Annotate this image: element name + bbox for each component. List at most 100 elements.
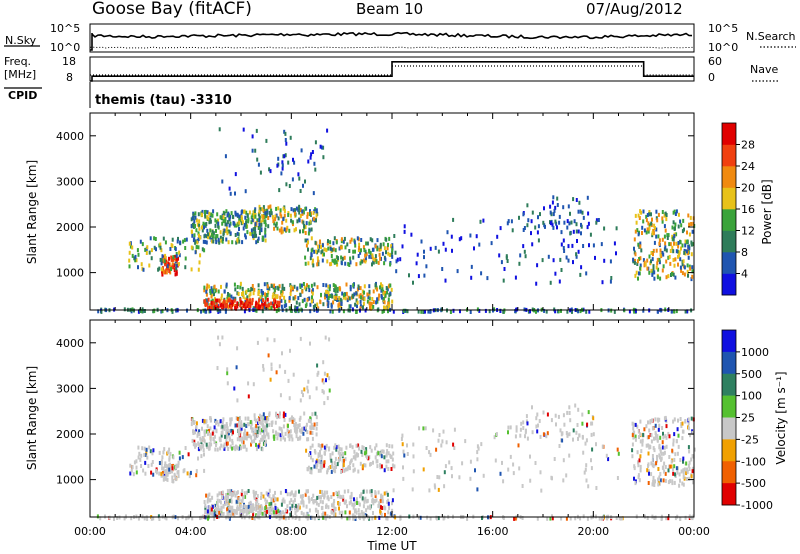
- echo-cell: [687, 421, 690, 426]
- echo-cell: [353, 292, 356, 297]
- echo-cell: [657, 427, 660, 432]
- echo-cell: [566, 225, 569, 230]
- echo-cell: [587, 484, 590, 489]
- echo-cell: [190, 422, 193, 427]
- echo-cell: [673, 457, 676, 462]
- echo-cell: [574, 516, 577, 521]
- echo-cell: [327, 293, 330, 298]
- echo-cell: [687, 273, 689, 278]
- echo-cell: [524, 434, 526, 439]
- echo-cell: [393, 234, 396, 238]
- echo-cell: [303, 426, 306, 431]
- echo-cell: [161, 269, 164, 274]
- echo-cell: [165, 516, 168, 521]
- echo-cell: [322, 302, 325, 307]
- echo-cell: [450, 466, 453, 471]
- echo-cell: [681, 271, 684, 276]
- echo-cell: [216, 420, 219, 424]
- echo-cell: [288, 437, 291, 442]
- echo-cell: [256, 433, 259, 438]
- echo-cell: [567, 244, 570, 249]
- echo-cell: [326, 490, 329, 495]
- echo-cell: [163, 259, 166, 264]
- echo-cell: [675, 439, 678, 444]
- echo-cell: [282, 497, 285, 502]
- echo-cell: [365, 499, 368, 504]
- echo-cell: [595, 218, 598, 223]
- echo-cell: [249, 420, 252, 425]
- echo-cell: [282, 217, 285, 222]
- echo-cell: [577, 436, 579, 441]
- colorbar-tick-label: 20: [741, 182, 755, 195]
- echo-cell: [238, 497, 241, 502]
- echo-cell: [222, 304, 225, 309]
- echo-cell: [391, 299, 394, 304]
- echo-cell: [214, 434, 216, 439]
- echo-cell: [247, 422, 250, 427]
- echo-cell: [356, 287, 359, 292]
- echo-cell: [144, 471, 147, 476]
- y-tick-label: 4000: [56, 130, 84, 143]
- echo-cell: [307, 240, 309, 245]
- echo-cell: [293, 228, 296, 233]
- echo-cell: [321, 378, 324, 383]
- echo-cell: [657, 234, 660, 239]
- echo-cell: [251, 284, 254, 288]
- echo-cell: [427, 309, 430, 314]
- echo-cell: [446, 230, 449, 235]
- echo-cell: [222, 512, 225, 516]
- echo-cell: [338, 286, 341, 291]
- echo-cell: [195, 427, 198, 432]
- echo-cell: [634, 437, 637, 442]
- echo-cell: [203, 285, 206, 290]
- echo-cell: [333, 506, 336, 511]
- echo-cell: [352, 294, 355, 299]
- echo-cell: [374, 254, 377, 259]
- echo-cell: [670, 459, 673, 464]
- echo-cell: [560, 242, 563, 247]
- echo-cell: [224, 229, 227, 234]
- echo-cell: [334, 284, 337, 289]
- echo-cell: [336, 462, 339, 467]
- echo-cell: [476, 307, 479, 312]
- echo-cell: [204, 510, 207, 515]
- echo-cell: [265, 419, 268, 424]
- echo-cell: [607, 457, 610, 462]
- echo-cell: [336, 494, 339, 499]
- echo-cell: [402, 308, 405, 313]
- echo-cell: [248, 434, 251, 439]
- echo-cell: [242, 294, 245, 299]
- echo-cell: [646, 258, 649, 263]
- echo-cell: [272, 434, 275, 439]
- echo-cell: [577, 407, 580, 412]
- echo-cell: [329, 246, 332, 251]
- echo-cell: [325, 289, 328, 294]
- echo-cell: [222, 231, 225, 235]
- echo-cell: [141, 242, 144, 247]
- echo-cell: [197, 237, 200, 241]
- echo-cell: [197, 441, 200, 446]
- echo-cell: [209, 228, 212, 233]
- echo-cell: [422, 467, 425, 472]
- echo-cell: [242, 226, 245, 231]
- echo-cell: [291, 415, 293, 420]
- echo-cell: [198, 223, 201, 228]
- echo-cell: [656, 434, 659, 439]
- echo-cell: [334, 289, 337, 293]
- echo-cell: [241, 240, 244, 245]
- echo-cell: [522, 244, 525, 249]
- echo-cell: [225, 209, 228, 214]
- echo-cell: [352, 463, 355, 468]
- echo-cell: [325, 503, 328, 508]
- echo-cell: [268, 422, 271, 427]
- echo-cell: [168, 269, 171, 273]
- echo-cell: [652, 264, 655, 269]
- echo-cell: [204, 301, 207, 306]
- echo-cell: [193, 439, 196, 444]
- echo-cell: [359, 308, 361, 313]
- echo-cell: [158, 450, 161, 455]
- echo-cell: [367, 295, 370, 300]
- echo-cell: [362, 305, 364, 310]
- echo-cell: [302, 282, 305, 286]
- echo-cell: [260, 496, 262, 500]
